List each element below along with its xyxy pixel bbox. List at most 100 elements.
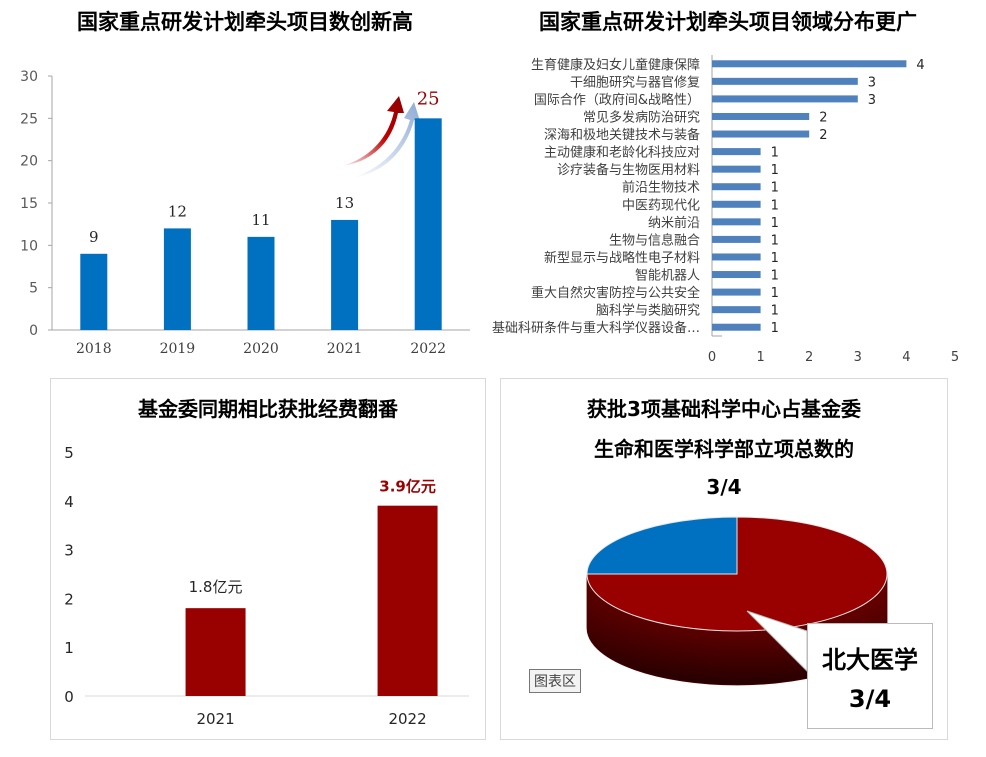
x-tick-label: 2020 xyxy=(243,341,279,357)
y-category-label: 干细胞研究与器官修复 xyxy=(570,74,700,90)
data-label: 1 xyxy=(771,251,779,266)
y-category-label: 前沿生物技术 xyxy=(622,180,700,196)
data-label: 2 xyxy=(819,128,827,143)
y-category-label: 纳米前沿 xyxy=(648,215,700,231)
bar xyxy=(185,608,246,696)
y-tick-label: 25 xyxy=(20,111,38,127)
y-category-label: 常见多发病防治研究 xyxy=(583,109,700,125)
x-tick-label: 1 xyxy=(756,350,764,365)
chart-panel-pie: 获批3项基础科学中心占基金委 生命和医学科学部立项总数的 3/4 图表区 北大医… xyxy=(500,378,948,740)
data-label: 1 xyxy=(771,146,779,161)
data-label: 1 xyxy=(771,321,779,336)
x-tick-label: 3 xyxy=(854,350,862,365)
hbar xyxy=(712,165,761,173)
bar xyxy=(247,236,275,330)
hbar xyxy=(712,271,761,279)
y-tick-label: 3 xyxy=(64,542,74,560)
y-category-label: 诊疗装备与生物医用材料 xyxy=(557,162,700,178)
data-label: 1 xyxy=(771,198,779,213)
hbar xyxy=(712,323,761,331)
y-category-label: 重大自然灾害防控与公共安全 xyxy=(531,285,700,301)
y-category-label: 主动健康和老龄化科技应对 xyxy=(544,145,700,161)
x-tick-label: 2 xyxy=(805,350,813,365)
hbar xyxy=(712,60,907,68)
callout-line-2: 3/4 xyxy=(848,685,892,713)
bar xyxy=(331,219,359,330)
hbar xyxy=(712,200,761,208)
y-tick-label: 10 xyxy=(20,238,38,254)
data-label: 25 xyxy=(417,88,440,109)
data-label: 12 xyxy=(168,202,187,220)
bar xyxy=(377,505,438,696)
hbar xyxy=(712,112,810,120)
hbar xyxy=(712,253,761,261)
hbar xyxy=(712,288,761,296)
chart-panel-funding: 基金委同期相比获批经费翻番 0 1 2 3 4 5 1.8亿元 2021 3.9亿元 2022 xyxy=(50,378,486,740)
chart-title: 基金委同期相比获批经费翻番 xyxy=(138,397,398,421)
y-category-label: 新型显示与战略性电子材料 xyxy=(544,250,700,266)
data-label: 9 xyxy=(89,228,99,246)
bar-chart-funding: 0 1 2 3 4 5 1.8亿元 2021 3.9亿元 2022 xyxy=(64,444,469,728)
y-tick-label: 20 xyxy=(20,154,38,170)
x-tick-label: 4 xyxy=(902,350,910,365)
y-tick-label: 15 xyxy=(20,196,38,212)
hbar xyxy=(712,130,810,138)
hbar xyxy=(712,218,761,226)
y-category-label: 脑科学与类脑研究 xyxy=(596,303,700,319)
data-label: 3 xyxy=(868,93,876,108)
chart-panel-projects: 国家重点研发计划牵头项目数创新高 0 5 10 15 20 25 30 9 2018 12 2019… xyxy=(0,0,490,370)
data-label: 13 xyxy=(335,194,354,212)
hbar xyxy=(712,235,761,243)
x-tick-label: 2019 xyxy=(160,341,196,357)
bar xyxy=(80,253,108,330)
y-category-label: 基础科研条件与重大科学仪器设备… xyxy=(492,320,700,336)
callout-box: 北大医学 3/4 xyxy=(807,623,933,729)
callout-line-1: 北大医学 xyxy=(822,646,918,674)
x-tick-label: 2021 xyxy=(327,341,363,357)
chart-title-line-2: 生命和医学科学部立项总数的 xyxy=(594,437,854,461)
chart-panel-domains: 国家重点研发计划牵头项目领域分布更广 4 生育健康及妇女儿童健康保障 3 干细胞研究与… xyxy=(490,0,986,370)
data-label: 11 xyxy=(251,211,270,229)
data-label: 1 xyxy=(771,163,779,178)
data-label: 1 xyxy=(771,304,779,319)
data-label: 1 xyxy=(771,216,779,231)
y-tick-label: 0 xyxy=(64,688,74,706)
bar-chart-projects: 0 5 10 15 20 25 30 9 2018 12 2019 11 2020 13 2021 25 202… xyxy=(20,69,470,357)
y-tick-label: 5 xyxy=(29,281,38,297)
data-label: 3.9亿元 xyxy=(379,478,436,496)
y-tick-label: 0 xyxy=(29,323,38,339)
chart-title: 国家重点研发计划牵头项目领域分布更广 xyxy=(539,10,917,34)
data-label: 3 xyxy=(868,75,876,90)
y-category-label: 深海和极地关键技术与装备 xyxy=(544,127,700,143)
hbar-chart-domains: 4 生育健康及妇女儿童健康保障 3 干细胞研究与器官修复 3 国际合作（政府间&战略性） 2… xyxy=(492,55,959,365)
pie-slice xyxy=(586,516,738,575)
chart-title-line-3: 3/4 xyxy=(706,475,742,499)
hbar xyxy=(712,148,761,156)
hbar xyxy=(712,95,858,103)
y-category-label: 生物与信息融合 xyxy=(609,232,700,248)
chart-title-line-1: 获批3项基础科学中心占基金委 xyxy=(587,397,861,421)
y-tick-label: 4 xyxy=(64,493,74,511)
data-label: 1 xyxy=(771,269,779,284)
x-tick-label: 5 xyxy=(951,350,959,365)
bar xyxy=(414,118,442,330)
hbar xyxy=(712,77,858,85)
y-tick-label: 30 xyxy=(20,69,38,85)
y-tick-label: 2 xyxy=(64,590,74,608)
x-tick-label: 0 xyxy=(708,350,716,365)
data-label: 2 xyxy=(819,110,827,125)
x-tick-label: 2022 xyxy=(388,710,426,728)
data-label: 1 xyxy=(771,233,779,248)
data-label: 1.8亿元 xyxy=(189,578,243,596)
pie-slice xyxy=(586,516,888,632)
chart-title: 国家重点研发计划牵头项目数创新高 xyxy=(77,10,413,34)
y-category-label: 中医药现代化 xyxy=(622,198,700,213)
data-label: 1 xyxy=(771,181,779,196)
x-tick-label: 2022 xyxy=(410,341,446,357)
data-label: 4 xyxy=(916,58,924,73)
chart-area-tooltip: 图表区 xyxy=(529,669,581,693)
y-tick-label: 1 xyxy=(64,639,74,657)
y-tick-label: 5 xyxy=(64,444,74,462)
x-tick-label: 2021 xyxy=(196,710,234,728)
trend-arrow-icon xyxy=(342,96,420,178)
